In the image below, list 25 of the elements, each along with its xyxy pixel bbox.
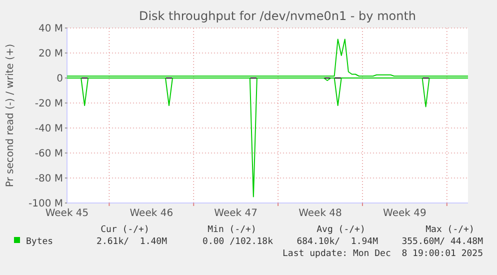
- legend-label: Bytes: [26, 237, 54, 247]
- text: Last update: Mon Dec 8 19:00:01 2025: [282, 249, 483, 259]
- y-tick-label: -40 M: [34, 124, 63, 134]
- y-axis-title: Pr second read (-) / write (+): [5, 44, 16, 188]
- y-tick-label: 20 M: [38, 48, 63, 60]
- chart-title: Disk throughput for /dev/nvme0n1 - by month: [138, 9, 416, 23]
- y-tick-label: 40 M: [38, 24, 63, 34]
- x-tick-label: Week 46: [130, 208, 174, 219]
- text: 355.60M/ 44.48M: [402, 237, 484, 247]
- text: Avg (-/+): [316, 225, 366, 235]
- y-tick-label: -60 M: [34, 148, 63, 160]
- y-tick-label: -100 M: [28, 198, 63, 210]
- y-tick-label: -20 M: [34, 98, 63, 110]
- y-tick-label: -80 M: [34, 174, 63, 184]
- x-tick-label: Week 48: [298, 208, 342, 219]
- y-tick-label: 0: [56, 74, 63, 84]
- text: Min (-/+): [208, 225, 256, 235]
- text: Cur (-/+): [100, 225, 150, 235]
- text: Max (-/+): [426, 225, 474, 235]
- x-tick-label: Week 45: [45, 208, 89, 219]
- x-tick-label: Week 49: [383, 208, 426, 219]
- x-tick-label: Week 47: [214, 208, 258, 219]
- text: 0.00 /102.18k: [202, 237, 274, 247]
- text: 2.61k/ 1.40M: [96, 237, 168, 247]
- text: 684.10k/ 1.94M: [296, 237, 379, 247]
